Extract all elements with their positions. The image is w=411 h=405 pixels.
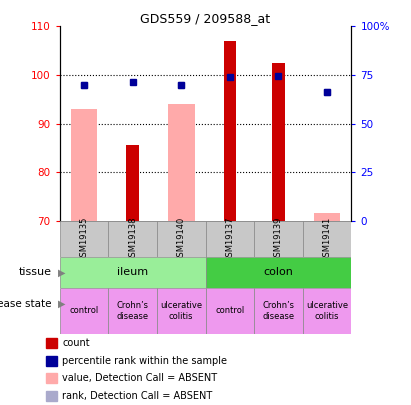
Text: GSM19135: GSM19135	[79, 216, 88, 262]
Bar	[206, 257, 351, 288]
Bar	[60, 221, 108, 257]
Bar	[206, 221, 254, 257]
Text: ▶: ▶	[58, 299, 65, 309]
Bar	[60, 257, 206, 288]
Bar	[314, 213, 340, 221]
Bar	[272, 63, 284, 221]
Bar	[71, 109, 97, 221]
Bar	[254, 221, 303, 257]
Text: ulcerative
colitis: ulcerative colitis	[160, 301, 202, 320]
Text: ▶: ▶	[58, 267, 65, 277]
Text: value, Detection Call = ABSENT: value, Detection Call = ABSENT	[62, 373, 217, 384]
Text: GSM19141: GSM19141	[323, 216, 332, 262]
Text: rank, Detection Call = ABSENT: rank, Detection Call = ABSENT	[62, 391, 212, 401]
Bar	[303, 221, 351, 257]
Bar	[303, 288, 351, 334]
Text: ulcerative
colitis: ulcerative colitis	[306, 301, 348, 320]
Bar	[224, 41, 236, 221]
Text: GSM19137: GSM19137	[225, 216, 234, 262]
Bar	[157, 288, 206, 334]
Text: Crohn’s
disease: Crohn’s disease	[262, 301, 295, 320]
Text: GSM19138: GSM19138	[128, 216, 137, 262]
Text: ileum: ileum	[117, 267, 148, 277]
Text: control: control	[215, 306, 245, 315]
Bar	[206, 288, 254, 334]
Bar	[60, 288, 108, 334]
Text: control: control	[69, 306, 99, 315]
Text: GSM19140: GSM19140	[177, 216, 186, 262]
Text: percentile rank within the sample: percentile rank within the sample	[62, 356, 227, 366]
Text: GSM19139: GSM19139	[274, 216, 283, 262]
Text: count: count	[62, 338, 90, 348]
Bar	[127, 145, 139, 221]
Text: colon: colon	[263, 267, 293, 277]
Text: Crohn’s
disease: Crohn’s disease	[116, 301, 149, 320]
Bar	[46, 356, 58, 366]
Bar	[168, 104, 194, 221]
Bar	[254, 288, 303, 334]
Text: tissue: tissue	[18, 267, 51, 277]
Bar	[46, 373, 58, 384]
Bar	[46, 391, 58, 401]
Text: disease state: disease state	[0, 299, 51, 309]
Bar	[46, 338, 58, 348]
Title: GDS559 / 209588_at: GDS559 / 209588_at	[141, 12, 270, 25]
Bar	[157, 221, 206, 257]
Bar	[108, 221, 157, 257]
Bar	[108, 288, 157, 334]
